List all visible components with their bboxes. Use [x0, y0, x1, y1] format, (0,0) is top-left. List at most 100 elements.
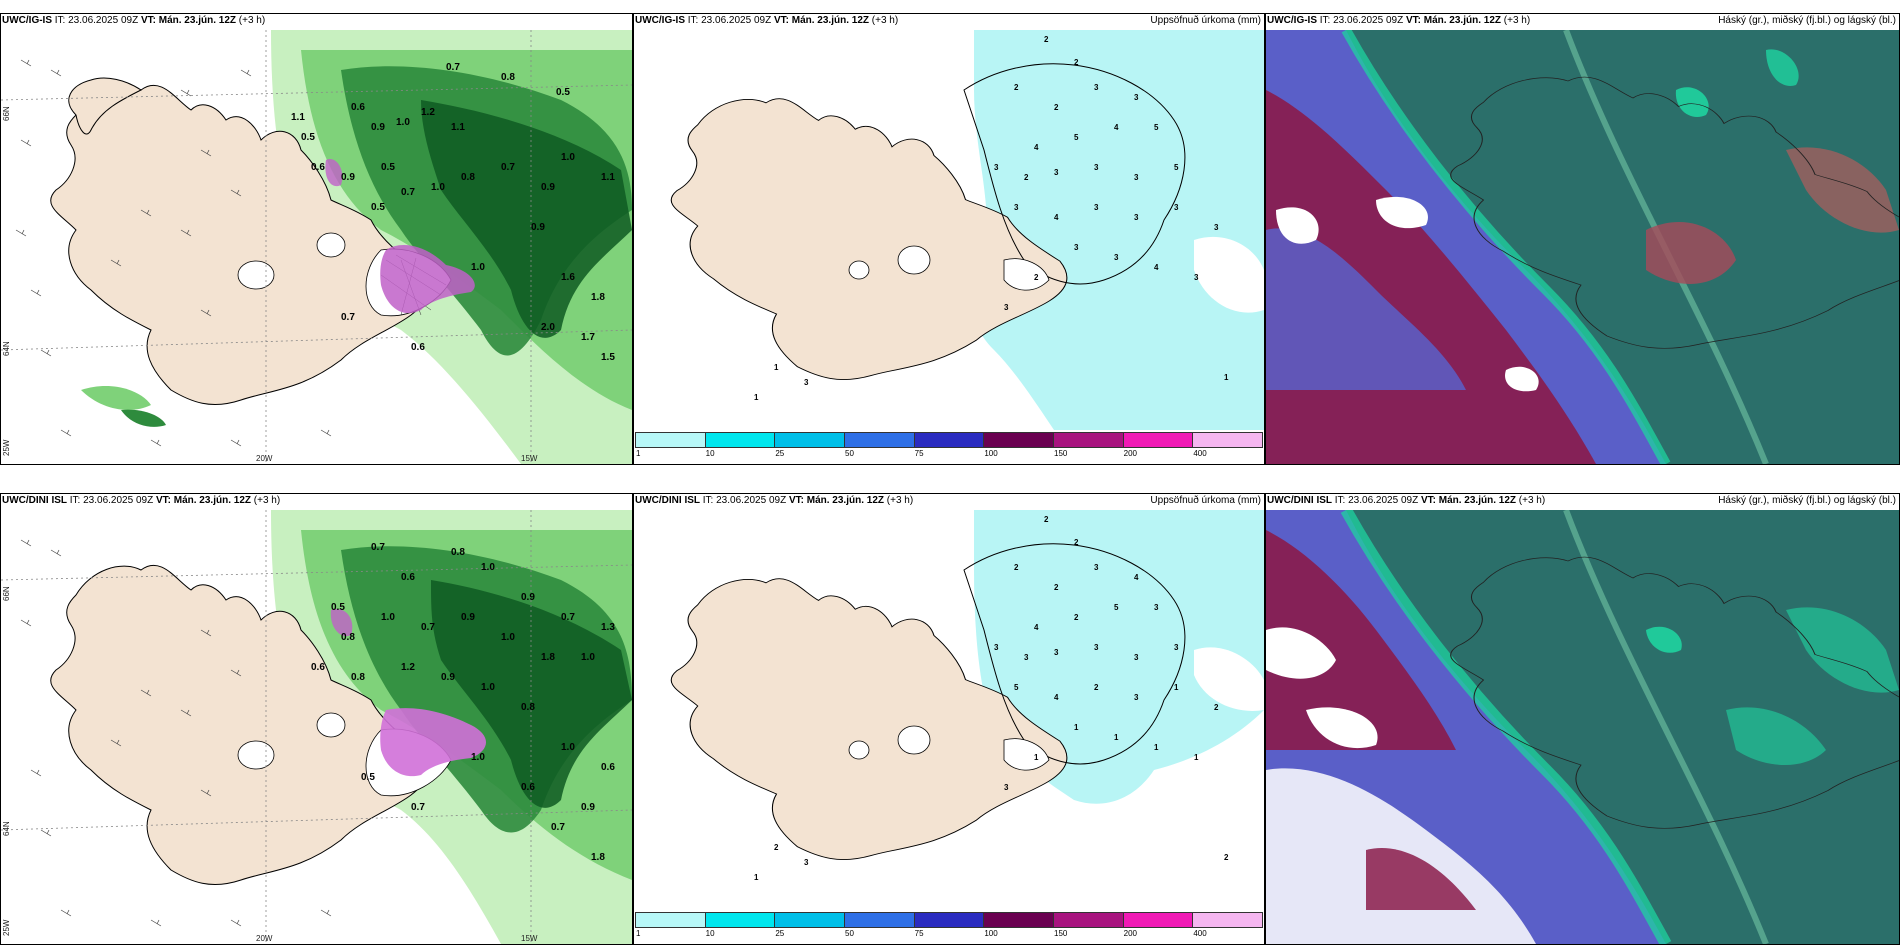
precip-amount-label: 1 — [1034, 753, 1039, 762]
wind-map: 66N 64N 25W 20W 15W 0.70.80.51.10.50.60.… — [1, 30, 632, 464]
colorbar-swatch — [1122, 432, 1194, 448]
precip-amount-label: 2 — [1014, 563, 1019, 572]
colorbar-tick-label: 10 — [705, 929, 715, 938]
precip-amount-label: 2 — [1094, 683, 1099, 692]
wind-speed-label: 0.8 — [341, 632, 355, 643]
wind-speed-label: 0.7 — [446, 62, 460, 73]
panel-title: UWC/DINI ISL IT: 23.06.2025 09Z VT: Mán.… — [2, 494, 280, 508]
precip-title: Uppsöfnuð úrkoma (mm) — [1150, 495, 1261, 506]
precip-amount-label: 3 — [1054, 168, 1059, 177]
colorbar-tick-label: 100 — [984, 449, 998, 458]
wind-speed-label: 0.7 — [411, 802, 425, 813]
lead-time: (+3 h) — [871, 15, 899, 26]
wind-speed-label: 0.9 — [541, 182, 555, 193]
wind-speed-label: 1.5 — [601, 352, 615, 363]
precip-map-panel-bottom: UWC/DINI ISL IT: 23.06.2025 09Z VT: Mán.… — [633, 493, 1265, 945]
precip-title: Uppsöfnuð úrkoma (mm) — [1150, 15, 1261, 26]
precip-amount-label: 2 — [1074, 538, 1079, 547]
precip-amount-label: 2 — [1014, 83, 1019, 92]
it-value: 23.06.2025 09Z — [1348, 495, 1419, 506]
wind-speed-label: 1.1 — [291, 112, 305, 123]
it-value: 23.06.2025 09Z — [83, 495, 154, 506]
wind-speed-label: 0.9 — [531, 222, 545, 233]
it-label: IT: — [69, 495, 81, 506]
precip-amount-label: 3 — [1014, 203, 1019, 212]
precip-amount-label: 2 — [1044, 515, 1049, 524]
wind-speed-label: 1.0 — [471, 262, 485, 273]
vt-value: Mán. 23.jún. 12Z — [158, 15, 236, 26]
lon-label-25: 25W — [2, 439, 11, 456]
colorbar-tick-label: 10 — [705, 449, 715, 458]
precip-amount-label: 5 — [1154, 123, 1159, 132]
precip-map: 2 2 2 2 3 4 3 5 2 4 3 3 3 3 3 3 5 4 2 3 1 2 1 1 1 1 1 3 2 1 3 2 — [670, 510, 1264, 882]
wind-speed-label: 1.0 — [431, 182, 445, 193]
vt-label: VT: — [140, 15, 156, 26]
precip-amount-label: 4 — [1034, 623, 1039, 632]
wind-speed-label: 0.5 — [301, 132, 315, 143]
panel-title: UWC/IG-IS IT: 23.06.2025 09Z VT: Mán. 23… — [635, 14, 898, 28]
wind-speed-label: 1.3 — [601, 622, 615, 633]
precip-amount-label: 1 — [1074, 723, 1079, 732]
wind-speed-label: 0.6 — [401, 572, 415, 583]
vt-label: VT: — [1420, 495, 1436, 506]
wind-speed-label: 1.0 — [561, 152, 575, 163]
vt-value: Mán. 23.jún. 12Z — [806, 495, 884, 506]
precip-colorbar: 1 10 25 50 75 100 150 200 400 — [635, 912, 1263, 940]
colorbar-swatch — [704, 432, 776, 448]
colorbar-tick-label: 50 — [845, 449, 854, 458]
precip-amount-label: 4 — [1034, 143, 1039, 152]
precip-amount-label: 5 — [1014, 683, 1019, 692]
wind-speed-label: 0.6 — [351, 102, 365, 113]
precip-amount-label: 3 — [1074, 243, 1079, 252]
wind-speed-label: 0.8 — [351, 672, 365, 683]
vt-value: Mán. 23.jún. 12Z — [1438, 495, 1516, 506]
precip-amount-label: 1 — [1194, 753, 1199, 762]
wind-speed-label: 1.0 — [501, 632, 515, 643]
wind-speed-label: 1.0 — [481, 562, 495, 573]
wind-speed-label: 0.6 — [601, 762, 615, 773]
precip-amount-label: 2 — [774, 843, 779, 852]
wind-speed-label: 0.7 — [371, 542, 385, 553]
wind-speed-label: 0.7 — [501, 162, 515, 173]
colorbar-tick-label: 1 — [636, 449, 641, 458]
wind-speed-label: 1.0 — [381, 612, 395, 623]
precip-amount-label: 1 — [1224, 373, 1229, 382]
colorbar-tick-label: 200 — [1123, 449, 1138, 458]
precip-amount-label: 2 — [1054, 583, 1059, 592]
precip-map: 2 2 2 2 3 3 5 4 5 4 3 2 3 3 3 5 3 4 3 3 3 3 3 4 3 3 2 3 1 1 3 1 — [670, 30, 1264, 430]
wind-map: 66N 64N 25W 20W 15W 0.7 0.6 0.8 1.0 0.9 0.7 1.… — [1, 510, 632, 944]
panel-title: UWC/IG-IS IT: 23.06.2025 09Z VT: Mán. 23… — [2, 14, 265, 28]
lead-time: (+3 h) — [886, 495, 914, 506]
colorbar-swatch — [1053, 912, 1124, 928]
precip-amount-label: 3 — [1094, 643, 1099, 652]
precip-amount-label: 2 — [1034, 273, 1039, 282]
wind-speed-label: 0.5 — [331, 602, 345, 613]
wind-speed-label: 2.0 — [541, 322, 555, 333]
it-value: 23.06.2025 09Z — [716, 495, 787, 506]
precip-amount-label: 5 — [1174, 163, 1179, 172]
it-label: IT: — [54, 15, 66, 26]
colorbar-swatch — [774, 432, 845, 448]
lat-label-64: 64N — [2, 341, 11, 356]
model-name: UWC/IG-IS — [2, 15, 52, 26]
colorbar-swatch — [844, 912, 915, 928]
precip-amount-label: 3 — [1134, 173, 1139, 182]
colorbar-tick-label: 150 — [1054, 449, 1068, 458]
colorbar-swatch — [774, 912, 845, 928]
precip-amount-label: 2 — [1044, 35, 1049, 44]
precip-amount-label: 3 — [1094, 563, 1099, 572]
colorbar-tick-label: 1 — [636, 929, 641, 938]
vt-value: Mán. 23.jún. 12Z — [173, 495, 251, 506]
wind-speed-label: 0.7 — [401, 187, 415, 198]
precip-amount-label: 3 — [1094, 203, 1099, 212]
precip-amount-label: 3 — [1194, 273, 1199, 282]
precip-amount-label: 1 — [1114, 733, 1119, 742]
vt-value: Mán. 23.jún. 12Z — [791, 15, 869, 26]
precip-amount-label: 1 — [774, 363, 779, 372]
wind-speed-label: 0.5 — [381, 162, 395, 173]
colorbar-swatch — [1053, 432, 1124, 448]
wind-speed-label: 0.6 — [411, 342, 425, 353]
lead-time: (+3 h) — [253, 495, 281, 506]
wind-speed-label: 0.7 — [421, 622, 435, 633]
lat-label-66: 66N — [2, 586, 11, 601]
